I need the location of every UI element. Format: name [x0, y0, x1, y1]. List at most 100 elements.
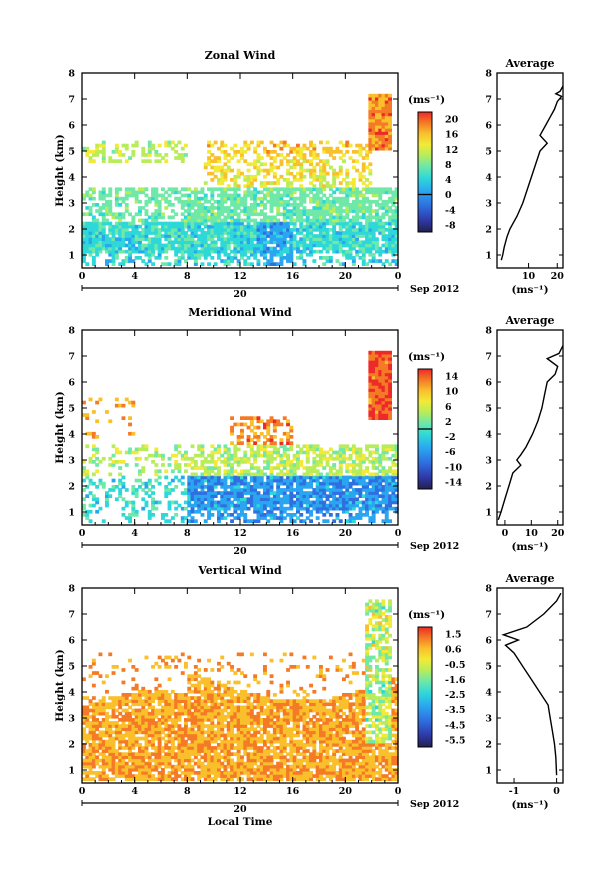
- heatmap-cell: [121, 761, 126, 766]
- heatmap-cell: [381, 469, 386, 474]
- heatmap-cell: [305, 450, 310, 455]
- heatmap-cell: [236, 215, 241, 220]
- heatmap-cell: [121, 680, 126, 685]
- heatmap-cell: [263, 234, 267, 238]
- heatmap-cell: [365, 143, 369, 148]
- heatmap-cell: [391, 215, 396, 220]
- heatmap-cell: [184, 246, 188, 251]
- heatmap-cell: [220, 506, 225, 511]
- heatmap-cell: [134, 196, 139, 201]
- heatmap-cell: [138, 240, 142, 245]
- heatmap-cell: [338, 456, 343, 461]
- heatmap-cell: [128, 234, 132, 238]
- heatmap-cell: [332, 215, 337, 220]
- heatmap-cell: [246, 224, 251, 229]
- heatmap-cell: [85, 752, 90, 756]
- heatmap-cell: [184, 693, 188, 697]
- heatmap-cell: [256, 469, 261, 474]
- heatmap-cell: [256, 453, 261, 458]
- heatmap-cell: [371, 357, 376, 361]
- heatmap-cell: [121, 199, 126, 204]
- heatmap-cell: [236, 506, 241, 511]
- heatmap-cell: [177, 199, 182, 204]
- heatmap-cell: [154, 243, 159, 248]
- heatmap-cell: [114, 665, 119, 669]
- heatmap-cell: [161, 221, 165, 226]
- heatmap-cell: [365, 150, 369, 154]
- heatmap-cell: [305, 491, 310, 495]
- heatmap-cell: [279, 469, 284, 474]
- heatmap-cell: [243, 262, 248, 266]
- heatmap-cell: [220, 491, 225, 495]
- heatmap-cell: [256, 491, 261, 495]
- heatmap-cell: [124, 209, 129, 213]
- heatmap-cell: [91, 196, 96, 201]
- heatmap-cell: [375, 413, 379, 417]
- heatmap-cell: [269, 237, 274, 241]
- heatmap-cell: [253, 174, 258, 179]
- heatmap-cell: [134, 693, 139, 697]
- heatmap-cell: [384, 375, 389, 380]
- heatmap-cell: [193, 494, 198, 498]
- heatmap-cell: [272, 143, 277, 148]
- heatmap-cell: [381, 407, 386, 411]
- heatmap-cell: [190, 224, 195, 229]
- heatmap-cell: [114, 702, 119, 707]
- heatmap-cell: [286, 453, 290, 458]
- heatmap-cell: [325, 472, 330, 477]
- heatmap-cell: [223, 221, 228, 226]
- heatmap-cell: [174, 143, 179, 148]
- heatmap-cell: [240, 460, 244, 464]
- heatmap-cell: [259, 224, 264, 229]
- heatmap-cell: [144, 212, 149, 217]
- heatmap-cell: [299, 209, 304, 213]
- heatmap-cell: [342, 199, 346, 204]
- heatmap-cell: [342, 503, 346, 508]
- heatmap-cell: [368, 199, 373, 204]
- heatmap-cell: [101, 234, 106, 238]
- heatmap-cell: [276, 187, 281, 192]
- heatmap-cell: [101, 696, 106, 700]
- heatmap-cell: [361, 456, 366, 461]
- heatmap-cell: [154, 256, 159, 260]
- heatmap-cell: [361, 215, 366, 220]
- heatmap-cell: [167, 228, 172, 232]
- heatmap-cell: [328, 199, 333, 204]
- heatmap-cell: [384, 106, 389, 110]
- heatmap-cell: [381, 212, 386, 217]
- heatmap-cell: [217, 187, 221, 192]
- heatmap-cell: [391, 447, 396, 452]
- heatmap-cell: [243, 218, 248, 223]
- heatmap-cell: [118, 743, 123, 747]
- heatmap-cell: [124, 503, 129, 508]
- heatmap-cell: [289, 478, 294, 483]
- heatmap-cell: [128, 714, 132, 719]
- heatmap-cell: [187, 224, 192, 229]
- heatmap-cell: [338, 472, 343, 477]
- heatmap-cell: [263, 184, 267, 188]
- heatmap-cell: [292, 162, 297, 167]
- heatmap-cell: [361, 249, 366, 254]
- heatmap-cell: [217, 231, 221, 235]
- heatmap-cell: [365, 466, 369, 470]
- heatmap-cell: [246, 425, 251, 430]
- heatmap-cell: [296, 450, 300, 455]
- heatmap-cell: [217, 199, 221, 204]
- heatmap-cell: [332, 475, 337, 480]
- heatmap-cell: [345, 181, 350, 185]
- heatmap-cell: [180, 506, 185, 511]
- heatmap-cell: [253, 475, 258, 480]
- heatmap-cell: [282, 190, 287, 195]
- heatmap-cell: [95, 419, 100, 424]
- heatmap-cell: [226, 494, 231, 498]
- heatmap-cell: [131, 764, 136, 769]
- heatmap-cell: [177, 190, 182, 195]
- heatmap-cell: [302, 237, 307, 241]
- heatmap-cell: [141, 714, 146, 719]
- heatmap-cell: [282, 494, 287, 498]
- heatmap-cell: [207, 509, 211, 514]
- heatmap-cell: [243, 252, 248, 257]
- heatmap-cell: [144, 777, 149, 781]
- heatmap-cell: [144, 456, 149, 461]
- heatmap-cell: [177, 705, 182, 710]
